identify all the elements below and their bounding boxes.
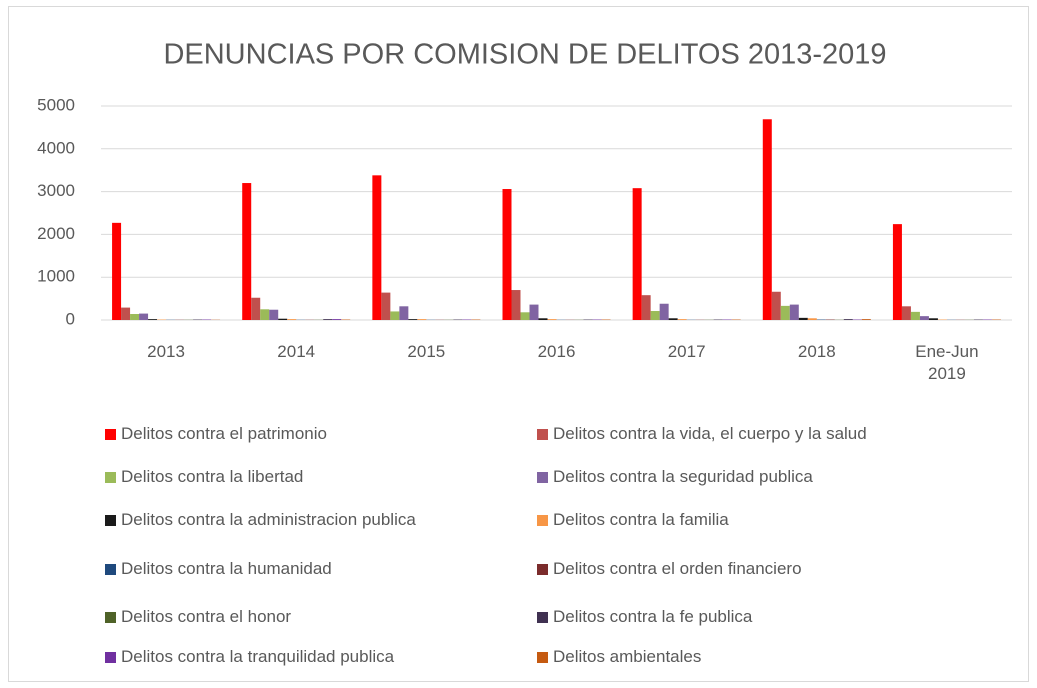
- bar: [928, 318, 938, 320]
- x-tick-label: 2015: [407, 342, 446, 361]
- bar: [632, 188, 642, 320]
- legend-item: Delitos contra el patrimonio: [105, 424, 327, 444]
- bar: [919, 316, 929, 320]
- bar: [843, 319, 853, 320]
- x-tick-label: 2016: [537, 342, 576, 361]
- x-tick-label: Ene-Jun 2019: [915, 342, 979, 383]
- bar: [668, 318, 678, 320]
- y-tick-label: 0: [66, 309, 75, 328]
- bar: [417, 319, 427, 320]
- bar: [901, 306, 911, 320]
- legend-label: Delitos contra la libertad: [121, 467, 304, 486]
- x-tick-label: 2014: [277, 342, 316, 361]
- bar: [287, 319, 297, 320]
- bar: [139, 313, 149, 320]
- bar: [251, 297, 261, 320]
- bar: [242, 183, 252, 320]
- legend-item: Delitos contra la familia: [537, 510, 729, 530]
- bar: [381, 292, 391, 320]
- legend-item: Delitos contra la humanidad: [105, 559, 332, 579]
- chart-title: DENUNCIAS POR COMISION DE DELITOS 2013-2…: [163, 39, 886, 71]
- bar: [390, 311, 400, 320]
- bar: [130, 314, 140, 320]
- bar: [641, 295, 651, 320]
- bar: [861, 319, 871, 320]
- bar: [260, 309, 270, 320]
- legend-label: Delitos contra el orden financiero: [553, 559, 802, 578]
- legend-swatch: [105, 563, 116, 575]
- legend-label: Delitos contra la tranquilidad publica: [121, 647, 395, 666]
- legend-label: Delitos contra el patrimonio: [121, 424, 327, 443]
- bar: [798, 317, 808, 320]
- legend-swatch: [537, 651, 548, 663]
- legend-item: Delitos contra la administracion publica: [105, 510, 416, 530]
- bar: [762, 119, 772, 320]
- bar: [278, 318, 288, 320]
- bar: [372, 175, 382, 320]
- bar: [399, 306, 409, 320]
- bar: [910, 311, 920, 320]
- legend-swatch: [105, 428, 116, 440]
- y-tick-label: 5000: [37, 95, 75, 114]
- legend-item: Delitos contra el orden financiero: [537, 559, 802, 579]
- y-tick-label: 3000: [37, 181, 75, 200]
- legend-swatch: [537, 471, 548, 483]
- bar: [807, 318, 817, 320]
- bar: [650, 311, 660, 320]
- bar: [511, 290, 521, 320]
- bar: [547, 319, 557, 320]
- bar: [323, 319, 333, 320]
- bar: [659, 303, 669, 320]
- bar: [502, 189, 512, 320]
- legend-swatch: [105, 514, 116, 526]
- legend-label: Delitos contra la familia: [553, 510, 729, 529]
- bar: [332, 319, 342, 320]
- bar: [892, 224, 902, 320]
- legend-swatch: [105, 611, 116, 623]
- legend-label: Delitos contra la humanidad: [121, 559, 332, 578]
- bar: [771, 291, 781, 320]
- bar: [538, 318, 548, 320]
- legend-label: Delitos ambientales: [553, 647, 702, 666]
- y-tick-label: 1000: [37, 267, 75, 286]
- bar: [269, 309, 279, 320]
- legend-swatch: [105, 651, 116, 663]
- x-tick-label: 2018: [797, 342, 836, 361]
- y-tick-label: 2000: [37, 224, 75, 243]
- legend-item: Delitos contra la tranquilidad publica: [105, 647, 394, 667]
- bar: [789, 304, 799, 320]
- legend-item: Delitos contra la vida, el cuerpo y la s…: [537, 424, 867, 444]
- bar: [121, 307, 131, 320]
- x-tick-label: 2017: [667, 342, 706, 361]
- bar: [112, 222, 122, 320]
- chart-frame: [8, 6, 1029, 682]
- legend-swatch: [105, 471, 116, 483]
- legend-item: Delitos contra el honor: [105, 607, 291, 627]
- legend-item: Delitos contra la seguridad publica: [537, 467, 813, 487]
- legend-swatch: [537, 563, 548, 575]
- bar: [780, 305, 790, 320]
- x-tick-label: 2013: [147, 342, 185, 361]
- bar: [148, 319, 158, 320]
- legend-label: Delitos contra la seguridad publica: [553, 467, 813, 486]
- y-tick-label: 4000: [37, 138, 75, 157]
- bar: [408, 319, 418, 320]
- legend-swatch: [537, 514, 548, 526]
- legend-item: Delitos contra la fe publica: [537, 607, 752, 627]
- legend-label: Delitos contra la fe publica: [553, 607, 753, 626]
- bar: [677, 319, 687, 320]
- legend-label: Delitos contra el honor: [121, 607, 292, 626]
- legend-swatch: [537, 428, 548, 440]
- bar: [520, 312, 530, 320]
- bar: [529, 304, 539, 320]
- legend-label: Delitos contra la vida, el cuerpo y la s…: [553, 424, 867, 443]
- legend-item: Delitos ambientales: [537, 647, 701, 667]
- legend-label: Delitos contra la administracion publica: [121, 510, 416, 529]
- legend-swatch: [537, 611, 548, 623]
- legend-item: Delitos contra la libertad: [105, 467, 303, 487]
